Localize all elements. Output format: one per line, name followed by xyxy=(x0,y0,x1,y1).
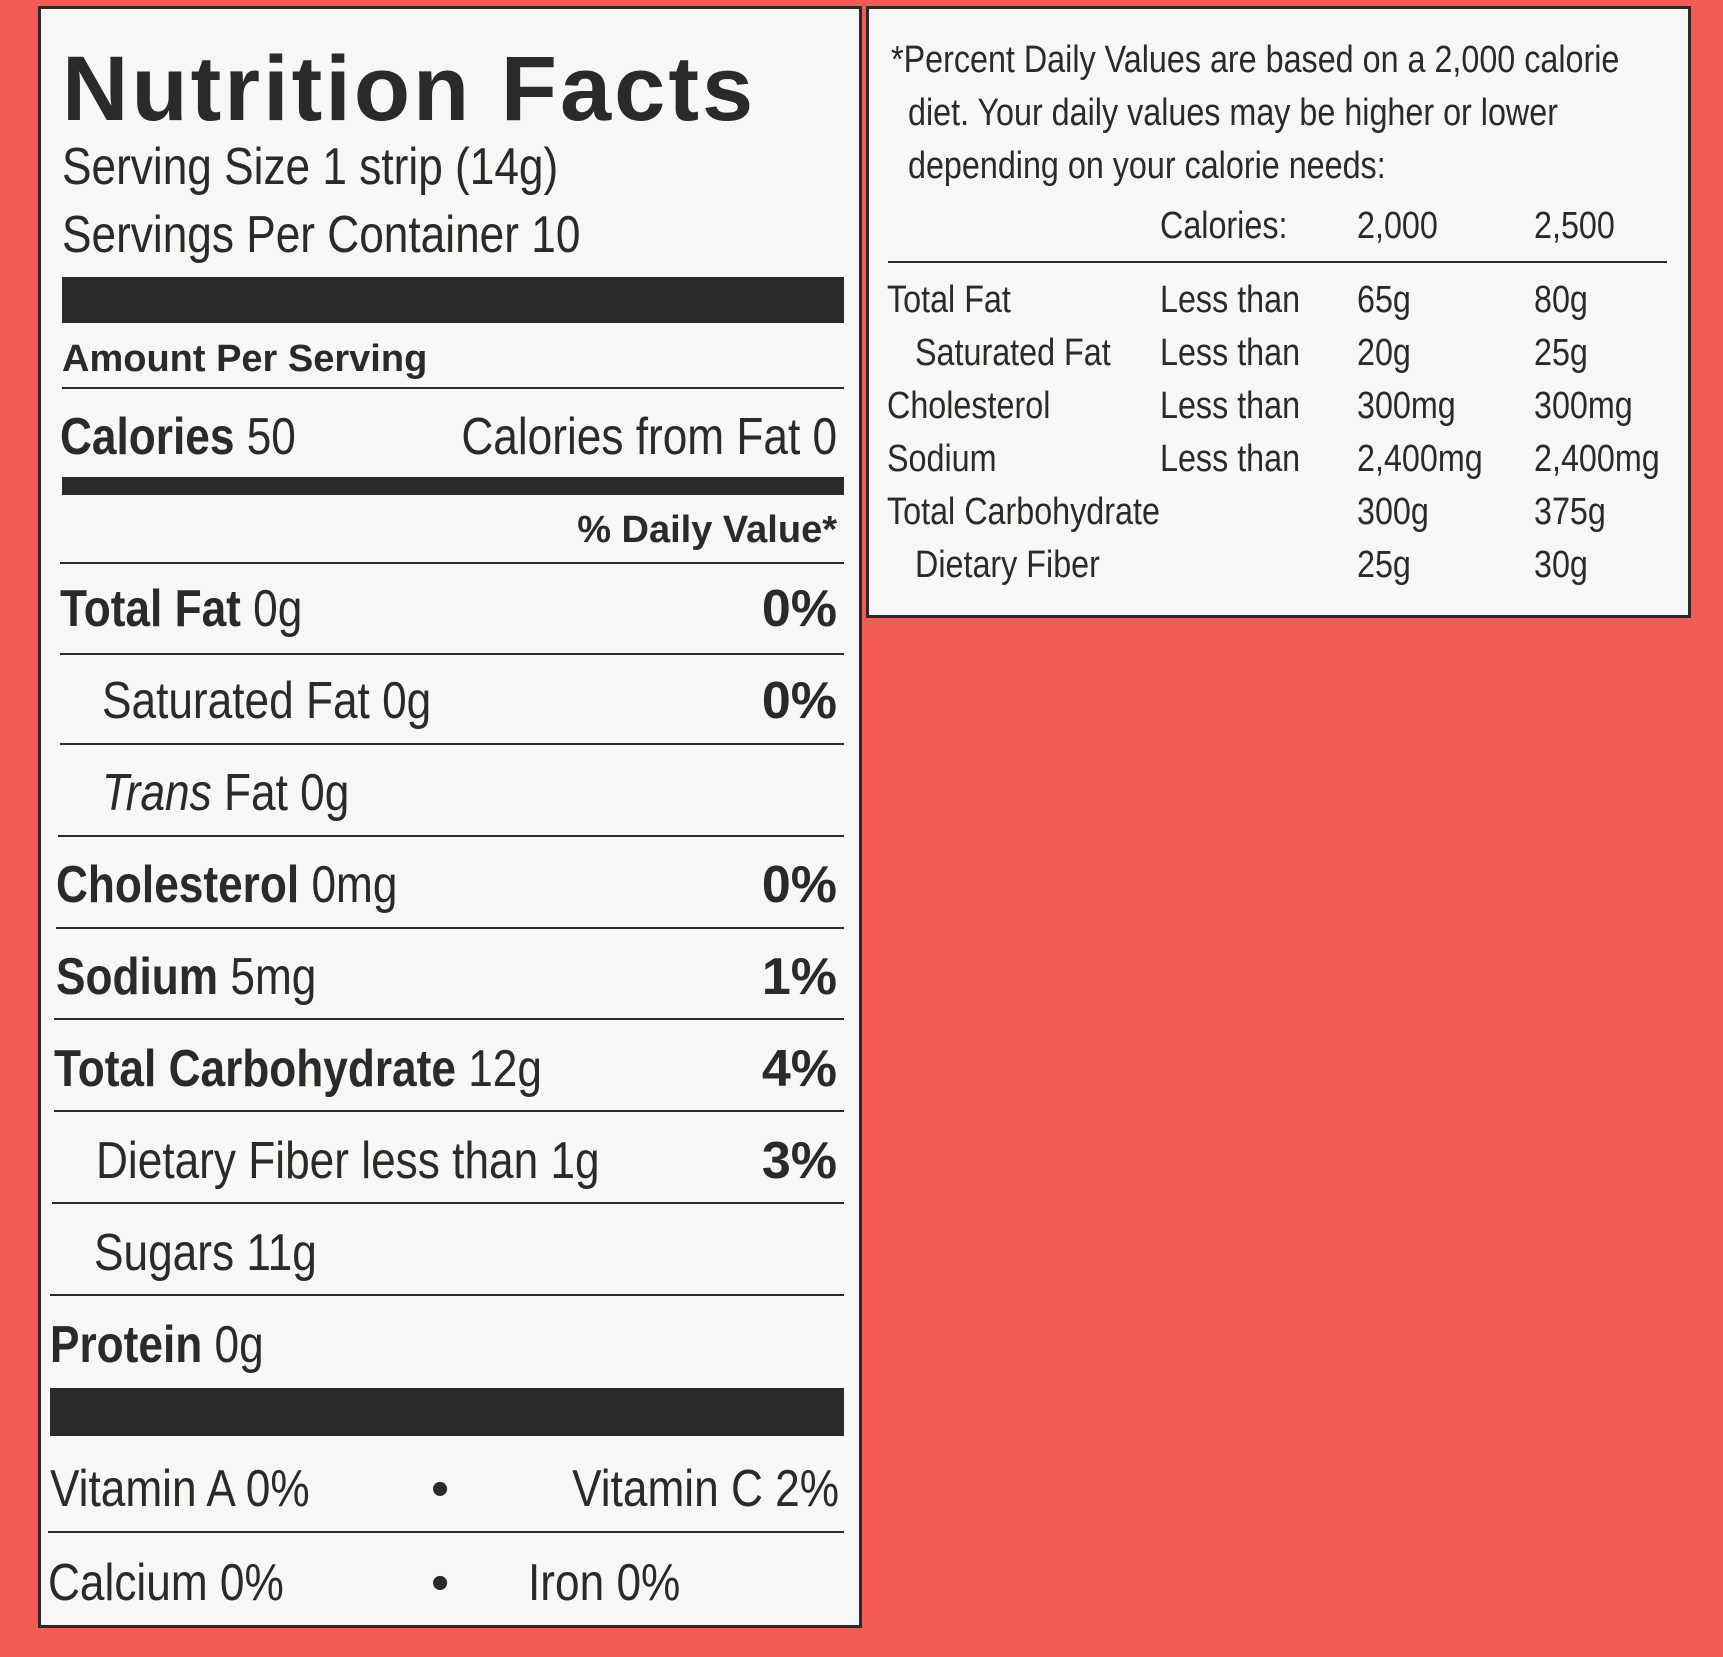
footnote-row-qualifier: Less than xyxy=(1160,279,1301,321)
divider xyxy=(48,1531,844,1533)
footnote-row-qualifier: Less than xyxy=(1160,332,1301,374)
footnote-row-2000: 300mg xyxy=(1357,385,1456,427)
daily-value-header: % Daily Value* xyxy=(577,509,837,551)
bullet-separator: • xyxy=(431,1554,450,1612)
footnote-row-2000: 20g xyxy=(1357,332,1411,374)
nutrient-row-saturated-fat: Saturated Fat 0g xyxy=(102,672,432,730)
footnote-line-2: diet. Your daily values may be higher or… xyxy=(908,92,1558,134)
vitamin-a: Vitamin A 0% xyxy=(50,1460,310,1518)
nutrient-row-protein: Protein 0g xyxy=(50,1316,264,1374)
thick-rule-top xyxy=(62,277,844,323)
footnote-row-name: Cholesterol xyxy=(887,385,1051,427)
servings-per-container: Servings Per Container 10 xyxy=(62,206,581,264)
medium-rule xyxy=(62,477,844,495)
divider xyxy=(54,1018,844,1020)
dv-saturated-fat: 0% xyxy=(761,672,837,730)
divider xyxy=(50,1294,844,1296)
footnote-row-qualifier: Less than xyxy=(1160,385,1301,427)
calories-label: Calories xyxy=(60,408,235,466)
dv-sodium: 1% xyxy=(761,948,837,1006)
footnote-row-qualifier: Less than xyxy=(1160,438,1301,480)
daily-values-footnote-panel: *Percent Daily Values are based on a 2,0… xyxy=(866,6,1691,618)
divider xyxy=(52,1202,844,1204)
dv-total-carbohydrate: 4% xyxy=(761,1040,837,1098)
footnote-row-2500: 375g xyxy=(1534,491,1606,533)
divider xyxy=(60,562,844,564)
calcium: Calcium 0% xyxy=(48,1554,284,1612)
calories-row: Calories 50 xyxy=(60,407,338,467)
nutrient-row-total-carbohydrate: Total Carbohydrate 12g xyxy=(54,1040,542,1098)
footnote-line-3: depending on your calorie needs: xyxy=(908,145,1386,187)
footnote-row-2000: 2,400mg xyxy=(1357,438,1483,480)
label-title: Nutrition Facts xyxy=(62,38,757,140)
footnote-row-2500: 2,400mg xyxy=(1534,438,1660,480)
calories-from-fat: Calories from Fat 0 xyxy=(461,408,837,466)
divider xyxy=(56,927,844,929)
iron: Iron 0% xyxy=(528,1554,681,1612)
calories-header-2500: 2,500 xyxy=(1534,205,1615,247)
footnote-line-1: *Percent Daily Values are based on a 2,0… xyxy=(891,39,1620,81)
footnote-row-2000: 65g xyxy=(1357,279,1411,321)
divider xyxy=(60,653,844,655)
footnote-row-name: Sodium xyxy=(887,438,997,480)
calories-header-label: Calories: xyxy=(1160,205,1288,247)
footnote-row-2500: 30g xyxy=(1534,544,1588,586)
footnote-row-name: Saturated Fat xyxy=(915,332,1111,374)
footnote-row-2000: 25g xyxy=(1357,544,1411,586)
divider xyxy=(54,1110,844,1112)
divider xyxy=(58,835,844,837)
vitamin-c: Vitamin C 2% xyxy=(572,1460,839,1518)
nutrient-row-trans-fat: Trans Fat 0g xyxy=(102,764,350,822)
nutrient-row-sugars: Sugars 11g xyxy=(94,1224,317,1282)
footnote-divider xyxy=(888,261,1667,263)
footnote-row-2500: 300mg xyxy=(1534,385,1633,427)
bullet-separator: • xyxy=(431,1460,450,1518)
nutrition-facts-panel: Nutrition Facts Serving Size 1 strip (14… xyxy=(38,6,862,1628)
nutrient-row-cholesterol: Cholesterol 0mg xyxy=(56,856,398,914)
amount-per-serving: Amount Per Serving xyxy=(62,338,428,380)
footnote-row-2500: 80g xyxy=(1534,279,1588,321)
calories-header-2000: 2,000 xyxy=(1357,205,1438,247)
footnote-row-2500: 25g xyxy=(1534,332,1588,374)
nutrient-row-dietary-fiber: Dietary Fiber less than 1g xyxy=(96,1132,600,1190)
dv-total-fat: 0% xyxy=(761,580,837,638)
divider xyxy=(60,743,844,745)
divider xyxy=(62,387,844,389)
serving-size: Serving Size 1 strip (14g) xyxy=(62,138,559,196)
dv-cholesterol: 0% xyxy=(761,856,837,914)
nutrient-row-sodium: Sodium 5mg xyxy=(56,948,317,1006)
footnote-row-name: Dietary Fiber xyxy=(915,544,1100,586)
nutrient-row-total-fat: Total Fat 0g xyxy=(60,580,303,638)
footnote-row-name: Total Fat xyxy=(887,279,1011,321)
dv-dietary-fiber: 3% xyxy=(761,1132,837,1190)
footnote-row-name: Total Carbohydrate xyxy=(887,491,1160,533)
calories-value: 50 xyxy=(246,408,296,466)
thick-rule-bottom xyxy=(50,1388,844,1436)
footnote-row-2000: 300g xyxy=(1357,491,1429,533)
